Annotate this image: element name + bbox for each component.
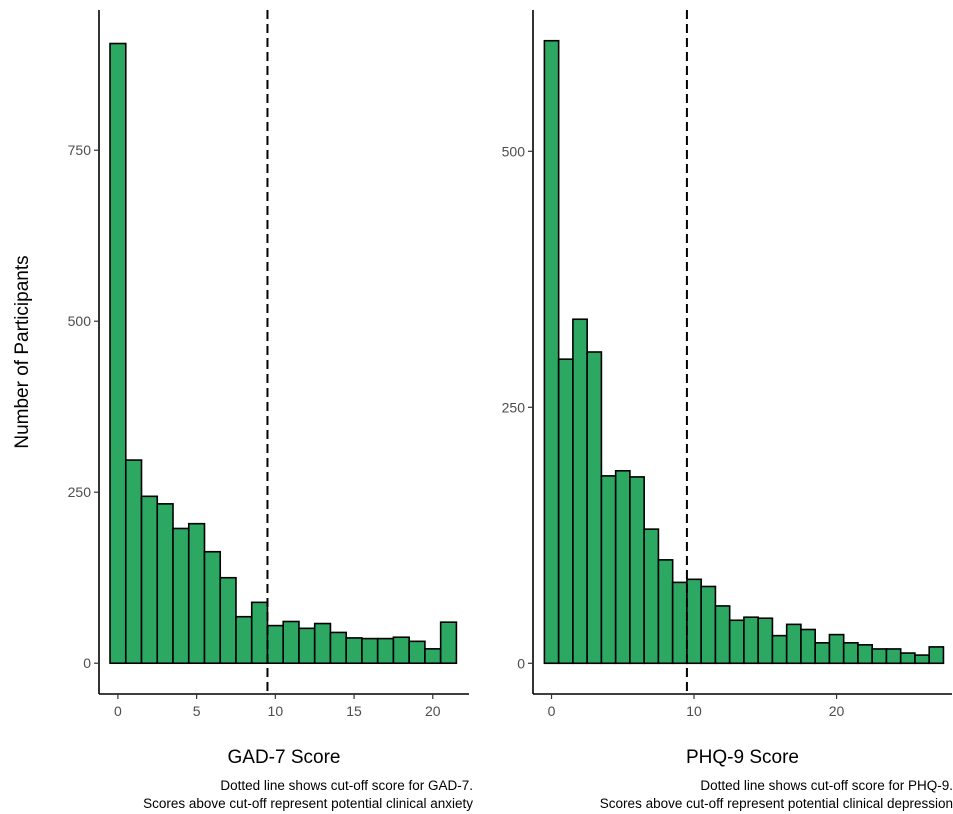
caption-line: Dotted line shows cut-off score for GAD-… — [220, 778, 473, 793]
histogram-bar — [885, 648, 902, 665]
y-tick-label: 250 — [68, 484, 92, 500]
histogram-bar — [439, 621, 458, 665]
histogram-bar — [361, 637, 379, 665]
histogram-bar — [629, 476, 645, 665]
y-tick-label: 0 — [517, 655, 525, 671]
histogram-bar — [928, 646, 945, 665]
x-tick-label: 20 — [829, 703, 845, 719]
histogram-bar — [140, 495, 159, 665]
histogram-bar — [313, 622, 332, 665]
histogram-bar — [172, 527, 190, 665]
histogram-bar — [800, 628, 816, 665]
x-tick-label: 10 — [686, 703, 702, 719]
x-tick-label: 0 — [114, 703, 122, 719]
histogram-bar — [424, 648, 442, 665]
histogram-bar — [686, 578, 702, 665]
histogram-bar — [203, 550, 222, 665]
y-tick-label: 500 — [502, 143, 526, 159]
histogram-bar — [700, 585, 717, 665]
histogram-bar — [408, 640, 426, 665]
histogram-bar — [871, 648, 888, 665]
x-tick-label: 20 — [425, 703, 441, 719]
histogram-bar — [814, 642, 831, 665]
histogram-bar — [345, 637, 363, 665]
histogram-bar — [392, 636, 410, 665]
histogram-bar — [914, 654, 930, 665]
histogram-bar — [757, 617, 774, 665]
histogram-bar — [266, 624, 285, 665]
histogram-bar — [298, 627, 316, 665]
caption-line: Scores above cut-off represent potential… — [600, 796, 953, 811]
y-tick-label: 500 — [68, 313, 92, 329]
x-tick-label: 0 — [548, 703, 556, 719]
x-axis-title: PHQ-9 Score — [686, 747, 799, 768]
histogram-bar — [743, 616, 759, 665]
histogram-bar — [671, 581, 688, 665]
histogram-bar — [643, 528, 660, 665]
chart-panel-1: 0 250 500 750 0 5 10 15 20 GAD-7 Score Dotted line… — [68, 10, 473, 811]
x-tick-label: 15 — [346, 703, 362, 719]
histogram-bar — [156, 503, 174, 665]
histogram-bar — [586, 351, 603, 665]
histogram-bar — [657, 559, 674, 665]
histogram-bar — [842, 642, 859, 665]
x-axis-title: GAD-7 Score — [228, 747, 341, 768]
histogram-bar — [728, 619, 745, 665]
histogram-bar — [219, 576, 237, 665]
y-tick-label: 750 — [68, 142, 92, 158]
histogram-bar — [282, 620, 300, 665]
y-tick-label: 250 — [502, 399, 526, 415]
y-axis-title: Number of Participants — [12, 255, 33, 448]
histogram-bar — [600, 475, 617, 665]
caption-line: Dotted line shows cut-off score for PHQ-… — [700, 778, 953, 793]
histogram-bar — [785, 623, 802, 665]
x-tick-label: 5 — [193, 703, 201, 719]
histogram-bar — [329, 631, 347, 665]
histogram-bar — [714, 605, 731, 665]
histogram-bar — [124, 459, 143, 665]
caption-line: Scores above cut-off represent potential… — [143, 796, 473, 811]
chart-panel-2: 0 250 500 0 10 20 PHQ-9 Score Dotted line shows… — [502, 10, 953, 811]
x-tick-label: 10 — [268, 703, 284, 719]
histogram-bar — [187, 522, 206, 665]
histogram-bar — [543, 39, 560, 665]
histogram-bar — [235, 615, 253, 665]
histogram-bar — [376, 637, 395, 665]
histogram-bar — [250, 601, 269, 665]
histogram-bar — [857, 644, 873, 665]
histogram-bar — [109, 42, 127, 665]
y-tick-label: 0 — [83, 655, 91, 671]
histogram-bar — [771, 634, 788, 665]
histogram-bar — [899, 652, 916, 665]
histogram-bar — [572, 318, 588, 665]
histogram-bar — [828, 633, 845, 665]
histogram-bar — [614, 469, 631, 665]
histogram-bar — [557, 358, 574, 665]
